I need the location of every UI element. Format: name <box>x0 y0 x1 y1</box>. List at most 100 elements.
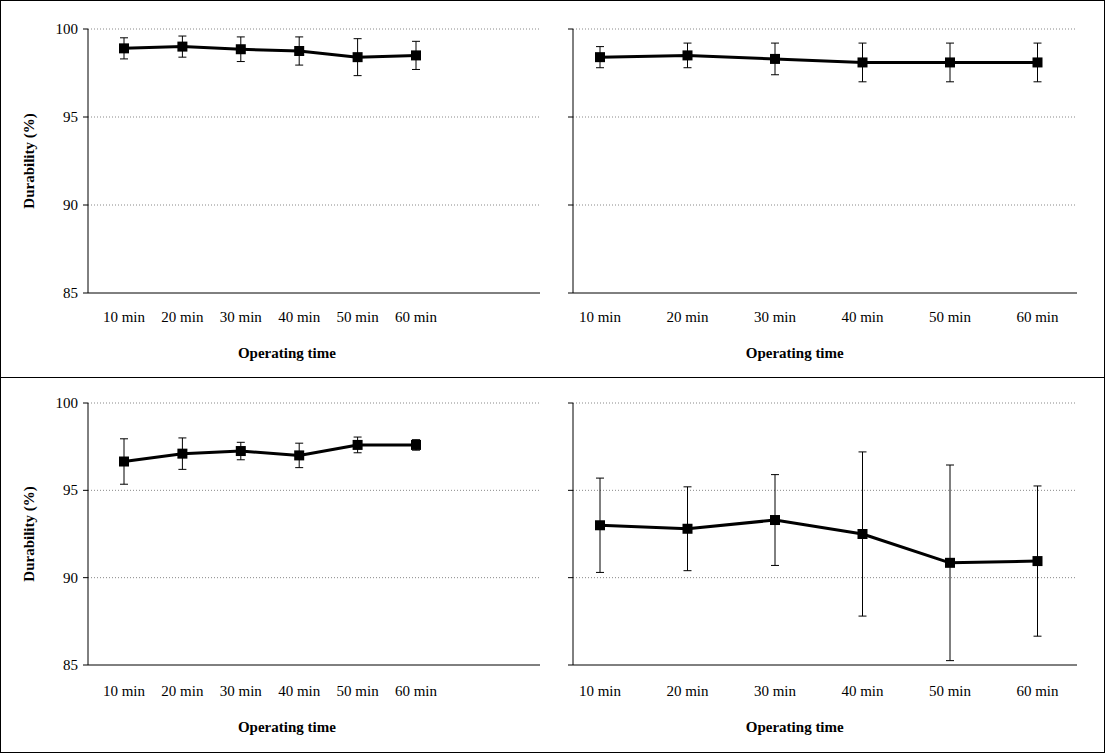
x-axis <box>573 665 1077 666</box>
error-bar <box>412 41 420 69</box>
y-tick-label: 95 <box>63 109 78 125</box>
chart-panel: 85909510010 min20 min30 min40 min50 min6… <box>21 395 540 735</box>
error-bar <box>771 475 779 566</box>
data-point <box>294 450 304 460</box>
error-cap <box>354 38 362 39</box>
x-tick-label: 40 min <box>278 309 321 325</box>
data-point <box>177 42 187 52</box>
error-bar <box>1034 486 1042 636</box>
x-tick-label: 50 min <box>929 683 972 699</box>
grid-line <box>88 29 540 30</box>
data-point <box>595 520 605 530</box>
y-tick-label: 95 <box>63 482 78 498</box>
error-bar <box>946 43 954 82</box>
x-axis-label: Operating time <box>746 345 844 361</box>
error-bar <box>596 47 604 68</box>
error-cap <box>354 75 362 76</box>
error-cap <box>412 41 420 42</box>
error-cap <box>295 65 303 66</box>
x-tick-label: 50 min <box>337 309 380 325</box>
error-bar <box>859 43 867 82</box>
x-axis <box>88 293 540 294</box>
x-tick-label: 60 min <box>1016 309 1059 325</box>
y-tick <box>568 665 573 666</box>
data-point <box>119 457 129 467</box>
data-point <box>683 524 693 534</box>
x-tick-label: 10 min <box>579 683 622 699</box>
error-bar <box>120 38 128 59</box>
error-cap <box>946 465 954 466</box>
error-bar <box>412 440 420 450</box>
error-bar <box>237 442 245 459</box>
grid-line <box>573 577 1077 578</box>
error-cap <box>178 469 186 470</box>
x-axis-label: Operating time <box>238 345 336 361</box>
y-tick <box>83 293 88 294</box>
error-cap <box>596 46 604 47</box>
y-tick <box>83 577 88 578</box>
grid-line <box>88 577 540 578</box>
data-point <box>236 44 246 54</box>
x-tick-label: 40 min <box>278 683 321 699</box>
x-axis-label: Operating time <box>746 719 844 735</box>
data-point <box>294 46 304 56</box>
error-cap <box>237 61 245 62</box>
grid-line <box>573 117 1077 118</box>
y-tick <box>83 665 88 666</box>
x-axis <box>573 293 1077 294</box>
error-cap <box>1034 43 1042 44</box>
row-frame <box>1 378 1105 753</box>
error-bar <box>237 37 245 62</box>
y-tick <box>568 577 573 578</box>
x-tick-label: 10 min <box>103 309 146 325</box>
y-tick <box>568 29 573 30</box>
data-point <box>1033 556 1043 566</box>
error-bar <box>684 43 692 68</box>
chart-panel: 85909510010 min20 min30 min40 min50 min6… <box>21 21 540 361</box>
error-cap <box>859 451 867 452</box>
data-line <box>600 55 1038 62</box>
error-cap <box>859 81 867 82</box>
data-point <box>858 57 868 67</box>
y-tick <box>83 117 88 118</box>
error-cap <box>295 467 303 468</box>
error-cap <box>237 442 245 443</box>
error-bar <box>178 36 186 57</box>
error-cap <box>295 443 303 444</box>
figure: 85909510010 min20 min30 min40 min50 min6… <box>0 0 1105 753</box>
error-cap <box>684 43 692 44</box>
x-tick-label: 60 min <box>395 309 438 325</box>
error-cap <box>412 69 420 70</box>
error-cap <box>120 58 128 59</box>
error-cap <box>684 570 692 571</box>
error-cap <box>946 43 954 44</box>
error-cap <box>295 36 303 37</box>
data-point <box>119 43 129 53</box>
x-tick-label: 20 min <box>161 683 204 699</box>
x-tick-label: 30 min <box>754 683 797 699</box>
x-tick-label: 50 min <box>337 683 380 699</box>
error-cap <box>771 565 779 566</box>
y-tick-label: 100 <box>56 395 79 411</box>
error-bar <box>295 37 303 65</box>
y-tick <box>568 293 573 294</box>
y-axis <box>88 29 89 293</box>
x-tick-label: 40 min <box>841 683 884 699</box>
error-bar <box>946 465 954 661</box>
grid-line <box>88 205 540 206</box>
grid-line <box>573 403 1077 404</box>
grid-line <box>88 490 540 491</box>
error-bar <box>1034 43 1042 82</box>
data-line <box>124 47 416 58</box>
error-cap <box>771 474 779 475</box>
y-tick <box>568 205 573 206</box>
data-point <box>353 52 363 62</box>
x-tick-label: 10 min <box>103 683 146 699</box>
y-tick <box>568 490 573 491</box>
divider <box>552 0 553 753</box>
error-cap <box>1034 485 1042 486</box>
data-layer <box>595 43 1043 82</box>
data-line <box>600 520 1038 563</box>
data-point <box>770 515 780 525</box>
data-point <box>353 440 363 450</box>
